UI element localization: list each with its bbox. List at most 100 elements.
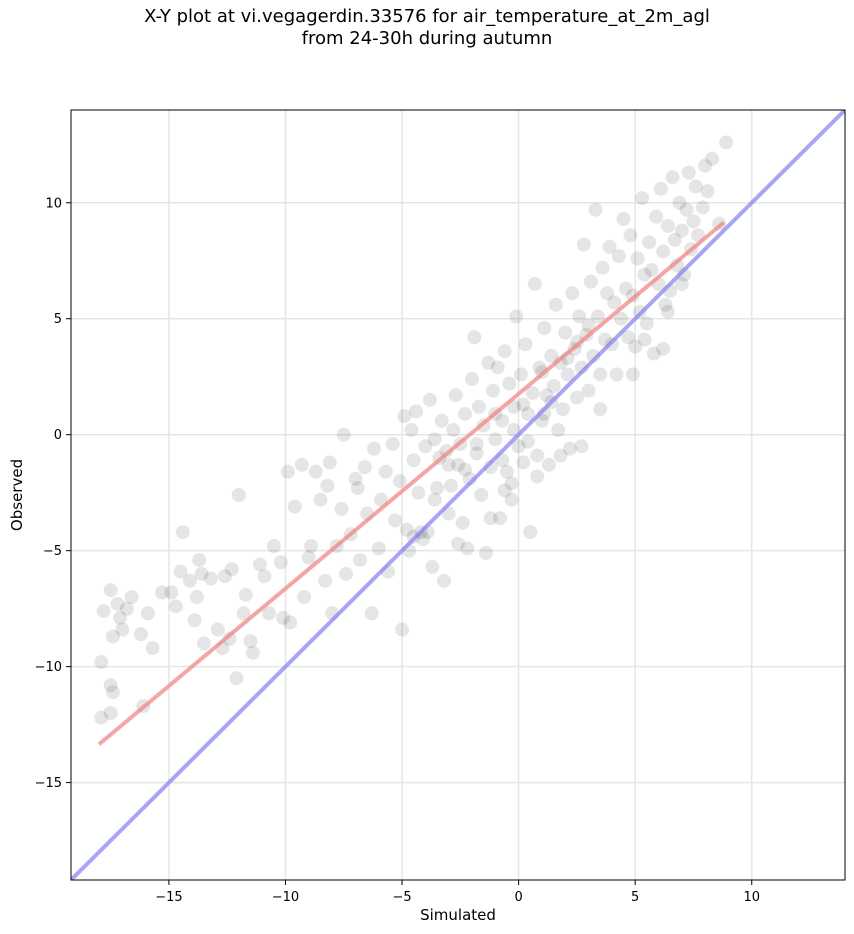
data-point [378, 464, 393, 479]
data-point [656, 244, 671, 259]
plot-frame [70, 109, 846, 881]
data-point [562, 441, 577, 456]
data-point [537, 321, 552, 336]
data-point [516, 397, 531, 412]
y-tick-label: −15 [35, 776, 62, 791]
data-point [427, 432, 442, 447]
data-point [674, 223, 689, 238]
data-point [574, 439, 589, 454]
x-axis: −15 −10 −5 0 5 10 [155, 880, 760, 905]
data-point [409, 404, 424, 419]
data-point [451, 536, 465, 551]
data-point [388, 513, 403, 528]
data-point [229, 671, 244, 686]
data-point [497, 344, 512, 359]
data-point [497, 483, 512, 498]
data-point [565, 286, 580, 301]
data-point [520, 406, 535, 421]
identity-line [71, 110, 845, 880]
data-point [280, 464, 295, 479]
data-point [236, 606, 251, 621]
data-point [257, 569, 272, 584]
data-point [637, 332, 652, 347]
data-point [530, 469, 545, 484]
data-point [635, 191, 650, 206]
data-point [243, 634, 258, 649]
data-point [520, 434, 535, 449]
x-tick-label: −5 [392, 890, 411, 905]
data-point [478, 545, 493, 560]
data-point [665, 170, 680, 185]
data-point [103, 678, 118, 693]
data-point [513, 367, 528, 382]
data-point [511, 439, 526, 454]
data-point [490, 360, 505, 375]
data-point [313, 492, 328, 507]
data-point [364, 606, 379, 621]
data-point [628, 339, 643, 354]
data-point [705, 151, 720, 166]
data-point [140, 606, 155, 621]
data-point [471, 399, 486, 414]
data-point [448, 388, 463, 403]
x-axis-label: Simulated [420, 906, 496, 924]
data-point [145, 641, 160, 656]
data-point [103, 583, 118, 598]
data-point [525, 385, 540, 400]
data-point [439, 443, 454, 458]
data-point [357, 460, 372, 475]
data-point [621, 330, 636, 345]
data-point [588, 202, 603, 217]
data-point [681, 165, 696, 180]
x-tick-label: 0 [514, 890, 522, 905]
data-point [518, 337, 533, 352]
data-point [231, 488, 246, 502]
data-point [646, 346, 661, 361]
data-point [695, 200, 710, 215]
y-tick-label: 10 [45, 196, 62, 211]
data-point [173, 564, 188, 579]
data-point [602, 239, 617, 254]
data-point [541, 457, 556, 472]
data-point [504, 492, 519, 507]
data-point [297, 590, 312, 605]
data-points [94, 135, 734, 725]
data-point [553, 448, 568, 463]
data-point [353, 552, 368, 567]
data-point [658, 297, 673, 312]
data-point [110, 597, 125, 612]
data-point [590, 309, 605, 324]
data-point [719, 135, 734, 150]
data-point [168, 599, 183, 614]
data-point [530, 448, 545, 463]
data-point [119, 601, 134, 616]
data-point [406, 453, 421, 468]
x-tick-label: 10 [743, 890, 760, 905]
data-point [444, 478, 459, 493]
data-point [581, 318, 596, 333]
data-point [192, 552, 207, 567]
data-point [674, 276, 689, 291]
data-point [483, 511, 498, 526]
data-point [434, 413, 449, 428]
data-point [593, 402, 608, 417]
x-tick-label: −10 [272, 890, 299, 905]
data-point [548, 297, 563, 312]
data-point [446, 423, 461, 438]
data-point [630, 251, 645, 266]
data-point [371, 541, 386, 556]
data-point [504, 476, 519, 491]
data-point [595, 260, 610, 275]
y-tick-label: −10 [35, 660, 62, 675]
data-point [154, 585, 169, 600]
data-point [688, 179, 703, 194]
data-point [395, 622, 410, 637]
data-point [217, 569, 232, 584]
data-point [614, 311, 629, 326]
data-point [469, 446, 484, 461]
data-point [509, 309, 524, 324]
data-point [164, 585, 179, 600]
data-point [194, 566, 209, 581]
data-point [418, 439, 433, 454]
regression-line [97, 220, 726, 746]
